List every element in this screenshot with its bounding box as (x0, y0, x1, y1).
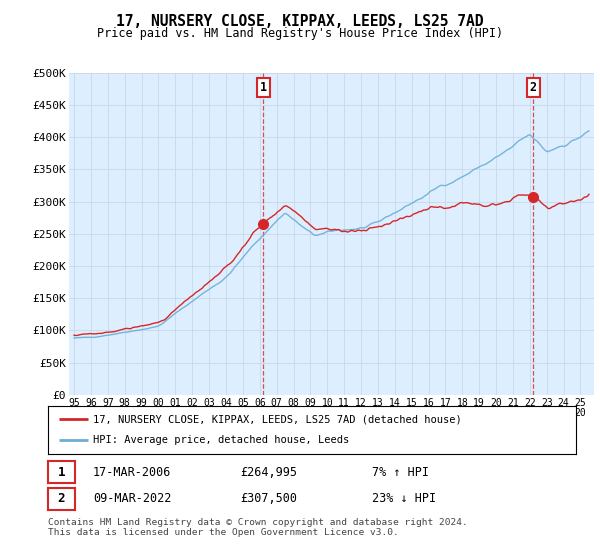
Text: Price paid vs. HM Land Registry's House Price Index (HPI): Price paid vs. HM Land Registry's House … (97, 27, 503, 40)
Text: HPI: Average price, detached house, Leeds: HPI: Average price, detached house, Leed… (93, 435, 349, 445)
Text: 7% ↑ HPI: 7% ↑ HPI (372, 465, 429, 479)
Text: 2: 2 (529, 81, 536, 94)
Text: 17-MAR-2006: 17-MAR-2006 (93, 465, 172, 479)
Text: 1: 1 (58, 465, 65, 479)
Text: 17, NURSERY CLOSE, KIPPAX, LEEDS, LS25 7AD: 17, NURSERY CLOSE, KIPPAX, LEEDS, LS25 7… (116, 14, 484, 29)
Text: 2: 2 (58, 492, 65, 506)
Text: 1: 1 (260, 81, 267, 94)
Text: 23% ↓ HPI: 23% ↓ HPI (372, 492, 436, 506)
Text: 17, NURSERY CLOSE, KIPPAX, LEEDS, LS25 7AD (detached house): 17, NURSERY CLOSE, KIPPAX, LEEDS, LS25 7… (93, 414, 461, 424)
Text: £264,995: £264,995 (240, 465, 297, 479)
Text: Contains HM Land Registry data © Crown copyright and database right 2024.
This d: Contains HM Land Registry data © Crown c… (48, 518, 468, 538)
Text: £307,500: £307,500 (240, 492, 297, 506)
Text: 09-MAR-2022: 09-MAR-2022 (93, 492, 172, 506)
Bar (263, 73, 533, 395)
